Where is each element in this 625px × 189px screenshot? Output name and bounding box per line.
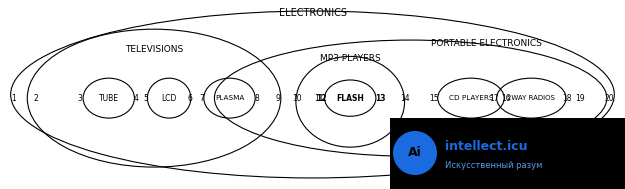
Text: TELEVISIONS: TELEVISIONS [125,45,183,54]
Text: 2WAY RADIOS: 2WAY RADIOS [508,95,555,101]
Text: 9: 9 [276,94,280,103]
Text: 1: 1 [11,94,16,103]
Text: MP3 PLAYERS: MP3 PLAYERS [320,54,381,63]
Text: 14: 14 [400,94,409,103]
Text: LCD: LCD [161,94,177,103]
Text: 2: 2 [34,94,39,103]
Text: 15: 15 [429,94,439,103]
Text: 11: 11 [314,94,323,103]
Text: 3: 3 [78,94,82,103]
Text: 6: 6 [188,94,192,103]
Text: intellect.icu: intellect.icu [445,139,528,153]
Text: 10: 10 [292,94,302,103]
Text: 8: 8 [255,94,259,103]
Text: 13: 13 [375,94,386,103]
Text: 5: 5 [143,94,148,103]
Text: PLASMA: PLASMA [215,95,244,101]
Text: FLASH: FLASH [336,94,364,103]
Text: 17: 17 [490,94,499,103]
Text: 19: 19 [575,94,584,103]
Text: 4: 4 [134,94,139,103]
Text: 7: 7 [199,94,204,103]
Text: 20: 20 [605,94,614,103]
Text: PORTABLE ELECTRONICS: PORTABLE ELECTRONICS [431,39,541,48]
Text: 16: 16 [501,94,511,103]
Text: CD PLAYERS: CD PLAYERS [449,95,493,101]
Text: Ai: Ai [408,146,422,160]
Text: ELECTRONICS: ELECTRONICS [279,8,346,18]
Text: 18: 18 [562,94,572,103]
Text: TUBE: TUBE [99,94,119,103]
Text: Искусственный разум: Искусственный разум [445,160,542,170]
Text: 12: 12 [316,94,327,103]
